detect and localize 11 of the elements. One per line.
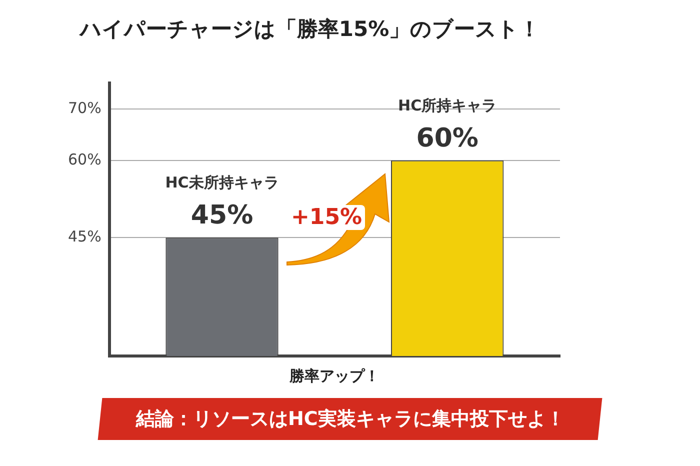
data-label: 45% [190,200,254,231]
text: 結論：リソースはHC実装キャラに集中投下せよ！ [136,407,564,432]
x-axis-title: 勝率アップ！ [288,366,380,385]
y-tick-label: 60% [68,150,102,168]
chart-title: ハイパーチャージは「勝率15%」のブースト！ [78,17,540,42]
y-tick-label: 45% [68,228,102,246]
y-tick-label: 70% [68,98,102,117]
annotation: +15% [288,205,366,230]
data-label: 60% [416,123,478,154]
x-tick-label: HC未所持キャラ [165,174,279,192]
x-tick-label: HC所持キャラ [398,96,497,114]
